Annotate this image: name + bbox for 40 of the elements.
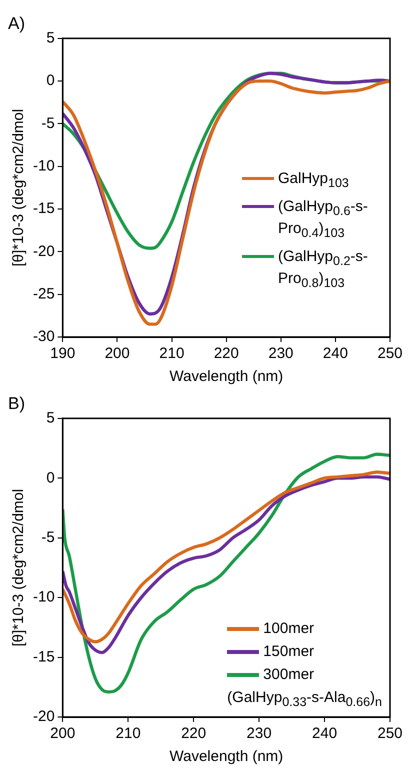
y-tick-label: -20 — [32, 708, 55, 726]
y-tick-label: 5 — [46, 30, 55, 47]
y-tick-label: 0 — [46, 72, 55, 90]
x-tick-label: 230 — [246, 725, 272, 742]
x-tick-label: 200 — [104, 345, 130, 362]
y-axis-title: [θ]*10-3 (deg*cm2/dmol — [10, 488, 28, 646]
annotation: (GalHyp$_{0.33}$-s-Ala$_{0.66}$)$_{n}$ — [227, 689, 382, 711]
x-tick-label: 210 — [116, 725, 141, 742]
x-tick-label: 240 — [322, 345, 348, 362]
y-tick-label: -10 — [32, 588, 55, 606]
x-axis-title: Wavelength (nm) — [170, 748, 284, 766]
legend-label: GalHyp$_{103}$ — [278, 170, 349, 192]
y-axis-title: [θ]*10-3 (deg*cm2/dmol — [10, 108, 28, 266]
legend-label: 100mer — [263, 620, 314, 637]
y-tick-label: -25 — [32, 285, 55, 302]
x-axis-title: Wavelength (nm) — [170, 368, 284, 386]
x-tick-label: 220 — [181, 725, 206, 742]
y-tick-label: 5 — [46, 410, 55, 427]
y-tick-label: -10 — [32, 158, 55, 175]
y-tick-label: -15 — [32, 648, 55, 666]
y-tick-label: -15 — [32, 200, 55, 218]
y-tick-label: -20 — [32, 242, 55, 260]
x-tick-label: 250 — [377, 725, 403, 742]
x-tick-label: 200 — [50, 725, 76, 742]
x-tick-label: 250 — [377, 345, 403, 362]
text: (GalHyp$_{0.6}$-s-Pro$_{0.4}$)$_{103}$ — [278, 198, 368, 240]
legend-label: 300mer — [263, 666, 314, 683]
x-tick-label: 220 — [214, 345, 239, 362]
text: (GalHyp$_{0.2}$-s-Pro$_{0.8}$)$_{103}$ — [278, 248, 368, 290]
x-tick-label: 210 — [159, 345, 184, 362]
x-tick-label: 190 — [50, 345, 76, 362]
y-tick-label: -5 — [41, 114, 55, 132]
y-tick-label: -30 — [32, 328, 55, 346]
chart-title: B) — [8, 394, 25, 413]
y-tick-label: -5 — [41, 528, 55, 546]
x-tick-label: 230 — [268, 345, 294, 362]
y-tick-label: 0 — [46, 469, 55, 486]
x-tick-label: 240 — [312, 725, 338, 742]
legend-label: 150mer — [263, 643, 314, 660]
chart-title: A) — [8, 14, 25, 33]
